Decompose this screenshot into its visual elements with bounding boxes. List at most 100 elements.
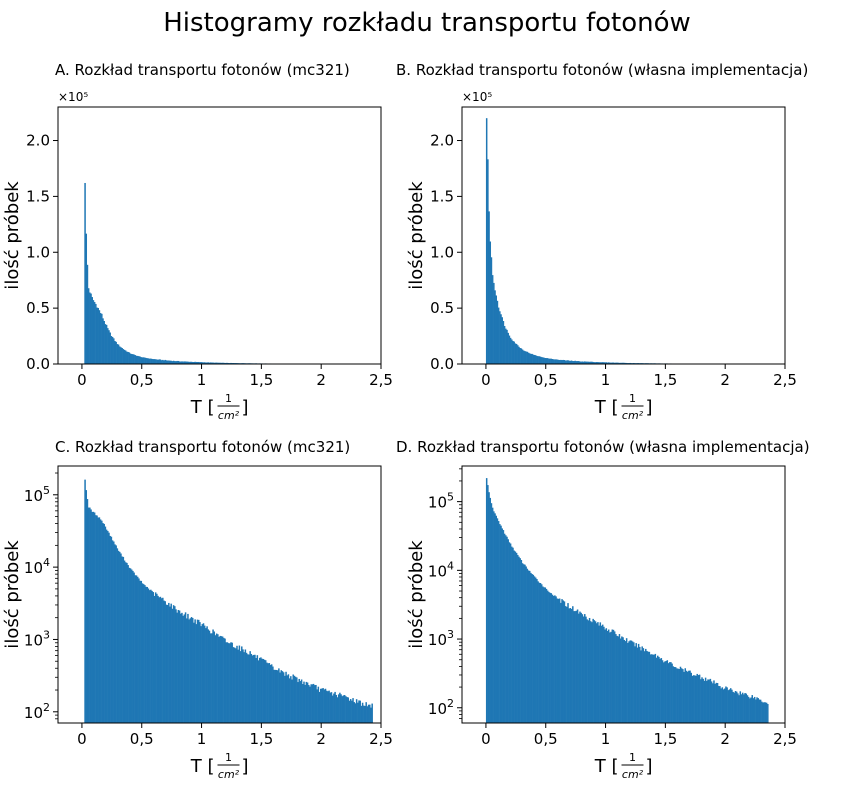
histogram-bar	[101, 313, 103, 364]
y-tick-label: 1.0	[26, 243, 50, 261]
histogram-bar	[206, 626, 208, 723]
histogram-bar	[345, 696, 347, 723]
histogram-bar	[98, 310, 101, 364]
histogram-bar	[163, 360, 165, 364]
histogram-bar	[208, 630, 211, 723]
histogram-bar	[525, 566, 527, 723]
histogram-bar	[552, 359, 555, 364]
histogram-bar	[225, 362, 227, 364]
x-unit-denominator: cm²	[622, 409, 644, 422]
histogram-bar	[546, 358, 549, 364]
histogram-bar	[171, 361, 174, 364]
histogram-bar	[280, 670, 283, 723]
histogram-bar	[554, 359, 556, 364]
histogram-bar	[303, 681, 305, 723]
histogram-bar	[606, 630, 609, 723]
histogram-bar	[515, 343, 518, 364]
histogram-bar	[540, 357, 543, 364]
histogram-bar	[531, 353, 533, 364]
histogram-bar	[544, 587, 547, 723]
histogram-bar	[305, 681, 308, 723]
histogram-bar	[759, 699, 762, 723]
x-axis-label-text: T [	[594, 756, 619, 777]
histogram-bar	[640, 650, 642, 723]
histogram-bar	[299, 681, 302, 723]
histogram-bar	[517, 554, 519, 723]
histogram-bar	[242, 649, 244, 723]
histogram-bar	[613, 631, 616, 723]
histogram-bar	[212, 362, 214, 364]
histogram-bar	[223, 362, 225, 364]
histogram-bar	[496, 518, 499, 723]
histogram-bar	[366, 706, 369, 723]
histogram-bar	[758, 699, 761, 723]
x-tick-label: 1	[601, 730, 611, 748]
histogram-bar	[590, 621, 592, 723]
histogram-bar	[508, 542, 511, 723]
histogram-bar	[521, 563, 524, 723]
histogram-bar	[208, 362, 211, 364]
histogram-bar	[490, 257, 493, 364]
histogram-bar	[598, 362, 600, 364]
histogram-bar	[134, 355, 137, 364]
y-tick-label: 0.0	[26, 355, 50, 373]
histogram-bar	[150, 358, 152, 364]
panel-c: 0 0,5 1 1,5 2 2,5 102 103 104 105 ilość próbek T [1…	[2, 465, 393, 781]
histogram-bar	[497, 521, 500, 723]
histogram-bar	[239, 651, 242, 723]
histogram-bar	[86, 264, 89, 364]
histogram-bar	[207, 362, 210, 364]
histogram-bar	[550, 358, 553, 364]
histogram-bar	[321, 688, 323, 723]
histogram-bar	[285, 671, 287, 723]
histogram-bar	[493, 511, 495, 723]
histogram-bar	[612, 629, 615, 723]
histogram-bar	[275, 669, 278, 723]
histogram-bar	[537, 356, 539, 364]
histogram-bar	[591, 361, 593, 364]
histogram-bar	[174, 606, 176, 723]
histogram-bar	[533, 576, 536, 723]
histogram-bar	[625, 638, 628, 723]
histogram-bar	[203, 362, 206, 364]
histogram-bar	[680, 668, 683, 723]
histogram-bar	[511, 339, 513, 364]
histogram-bar	[170, 360, 172, 364]
histogram-bar	[520, 560, 523, 723]
histogram-bar	[256, 655, 259, 723]
histogram-bar	[625, 362, 628, 364]
histogram-bar	[358, 700, 360, 723]
histogram-bar	[716, 683, 719, 723]
histogram-bar	[195, 624, 198, 723]
histogram-bar	[220, 636, 223, 723]
histogram-bar	[144, 357, 146, 364]
histogram-bar	[147, 358, 150, 364]
histogram-bar	[624, 362, 627, 364]
histogram-bar	[272, 666, 274, 723]
histogram-bar	[110, 536, 113, 723]
histogram-bar	[501, 317, 503, 364]
histogram-bar	[116, 344, 119, 364]
histogram-bar	[671, 663, 673, 723]
histogram-bar	[566, 606, 568, 723]
histogram-bar	[312, 683, 315, 723]
histogram-bar	[124, 562, 127, 723]
histogram-bar	[218, 362, 220, 364]
histogram-bar	[96, 515, 98, 723]
histogram-bar	[530, 572, 532, 723]
histogram-bar	[87, 507, 90, 723]
histogram-bar	[97, 307, 99, 364]
histogram-bar	[755, 699, 757, 723]
histogram-bar	[128, 567, 131, 723]
histogram-bar	[223, 637, 225, 723]
histogram-bar	[248, 654, 250, 723]
histogram-bar	[573, 361, 575, 364]
histogram-bar	[564, 360, 567, 364]
histogram-bar	[511, 546, 513, 723]
histogram-bar	[104, 324, 107, 364]
panel-b: 0 0,5 1 1,5 2 2,5 0.0 0.5 1.0 1.5 2.0 ×10⁵ ilość pró…	[406, 90, 797, 422]
histogram-bar	[600, 625, 603, 723]
histogram-bar	[127, 351, 129, 364]
histogram-bar	[247, 654, 249, 723]
y-tick-label: 104	[428, 559, 454, 580]
